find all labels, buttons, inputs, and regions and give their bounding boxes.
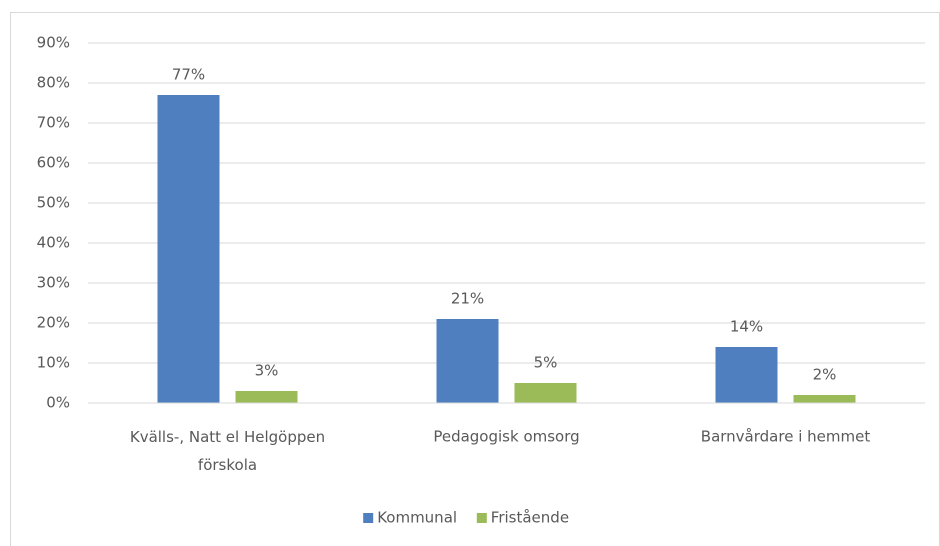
value-label: 3% — [255, 362, 279, 380]
y-tick-label: 40% — [37, 234, 70, 252]
y-tick-label: 0% — [46, 394, 70, 412]
legend-swatch — [476, 513, 487, 523]
bar — [514, 383, 577, 403]
value-label: 5% — [534, 354, 558, 372]
bar — [436, 319, 499, 403]
x-tick-label: Barnvårdare i hemmet — [701, 428, 871, 446]
y-tick-label: 60% — [37, 154, 70, 172]
y-tick-label: 80% — [37, 74, 70, 92]
y-tick-label: 70% — [37, 114, 70, 132]
y-tick-label: 20% — [37, 314, 70, 332]
x-tick-label: Pedagogisk omsorg — [433, 428, 579, 446]
bar — [793, 395, 856, 403]
bar — [157, 95, 220, 403]
chart-frame — [10, 12, 940, 546]
value-label: 2% — [813, 366, 837, 384]
value-label: 21% — [451, 290, 484, 308]
x-tick-label: Kvälls-, Natt el Helgöppen förskola — [130, 428, 325, 474]
value-label: 77% — [172, 66, 205, 84]
y-tick-label: 10% — [37, 354, 70, 372]
legend-swatch — [363, 513, 374, 523]
y-tick-label: 90% — [37, 34, 70, 52]
legend-label: Fristående — [491, 509, 569, 527]
legend-label: Kommunal — [377, 509, 457, 527]
y-tick-label: 50% — [37, 194, 70, 212]
value-label: 14% — [730, 318, 763, 336]
bar — [235, 391, 298, 403]
bar — [715, 347, 778, 403]
y-tick-label: 30% — [37, 274, 70, 292]
